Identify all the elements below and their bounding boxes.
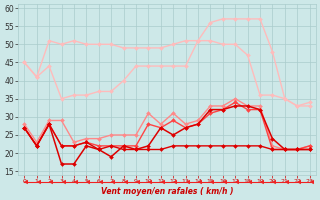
X-axis label: Vent moyen/en rafales ( km/h ): Vent moyen/en rafales ( km/h ) xyxy=(101,187,233,196)
